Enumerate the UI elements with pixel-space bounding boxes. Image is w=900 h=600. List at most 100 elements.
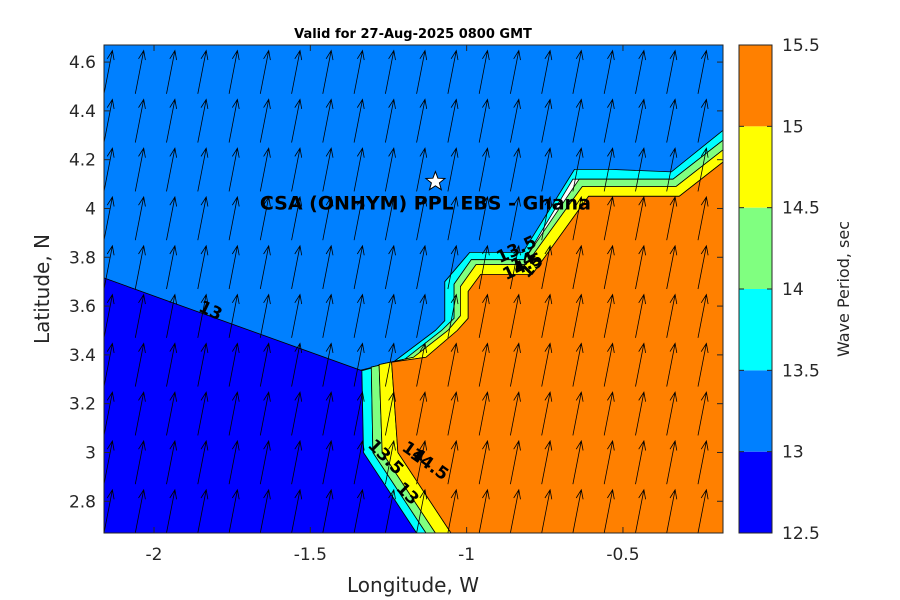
wave-vector: [603, 391, 615, 436]
wave-vector: [541, 244, 553, 290]
y-tick-label: 4: [85, 199, 96, 219]
colorbar-tick-label: 15: [782, 117, 804, 137]
wave-vector: [166, 342, 177, 387]
wave-vector: [541, 439, 553, 485]
wave-vector: [572, 342, 584, 387]
wave-vector: [416, 439, 428, 485]
y-tick-label: 2.8: [69, 492, 96, 512]
wave-vector: [166, 244, 177, 290]
wave-vector: [104, 342, 115, 387]
wave-vector: [416, 49, 428, 94]
wave-vector: [134, 488, 146, 533]
wave-vector: [291, 98, 303, 143]
y-tick-label: 3.6: [69, 297, 96, 317]
wave-vector: [197, 293, 209, 338]
wave-vector: [478, 488, 490, 533]
wave-vector: [541, 293, 553, 338]
wave-vector: [166, 49, 177, 94]
chart-title: Valid for 27-Aug-2025 0800 GMT: [294, 27, 532, 42]
wave-vector: [104, 244, 115, 290]
wave-vector: [166, 391, 177, 436]
wave-vector: [603, 244, 615, 290]
y-tick-label: 4.2: [69, 151, 96, 171]
y-tick-label: 3.8: [69, 248, 96, 268]
contour-regions: [104, 45, 723, 533]
wave-vector: [635, 488, 646, 533]
x-axis-ticks: -2 -1.5 -1 -0.5: [146, 45, 640, 565]
wave-vector: [416, 147, 428, 192]
wave-vector: [541, 147, 553, 192]
wave-vector: [572, 293, 584, 338]
wave-vector: [228, 488, 240, 533]
wave-vector: [572, 49, 584, 94]
wave-vector: [541, 488, 553, 533]
wave-vector: [447, 147, 459, 192]
wave-vector: [697, 98, 709, 143]
colorbar-tick-label: 15.5: [782, 36, 820, 56]
wave-vector: [572, 391, 584, 436]
wave-vector: [385, 195, 396, 241]
wave-vector: [322, 49, 334, 94]
wave-vector: [385, 488, 396, 533]
wave-vector: [134, 98, 146, 143]
wave-vector: [478, 244, 490, 290]
wave-vector: [635, 391, 646, 436]
wave-vector: [478, 342, 490, 387]
colorbar: 12.5 13 13.5 14 14.5 15 15.5: [738, 36, 820, 544]
wave-vector: [603, 293, 615, 338]
y-tick-label: 3.2: [69, 395, 96, 415]
wave-vector: [197, 342, 209, 387]
site-star-icon: [424, 170, 447, 191]
wave-vector: [322, 147, 334, 192]
wave-vector: [291, 342, 303, 387]
colorbar-tick-label: 14.5: [782, 199, 820, 219]
wave-vector: [291, 147, 303, 192]
wave-vector: [228, 439, 240, 485]
wave-vector: [353, 244, 365, 290]
wave-vector: [603, 342, 615, 387]
wave-vector: [134, 49, 146, 94]
wave-vector: [478, 195, 490, 241]
wave-vector: [259, 98, 271, 143]
wave-vector: [134, 342, 146, 387]
y-axis-label: Latitude, N: [30, 234, 54, 344]
wave-vector: [666, 147, 678, 192]
wave-vector: [635, 244, 646, 290]
wave-vector: [228, 342, 240, 387]
wave-vector: [385, 391, 396, 436]
wave-vector: [291, 391, 303, 436]
wave-vector: [166, 488, 177, 533]
wave-vector: [697, 195, 709, 241]
wave-vector: [510, 488, 521, 533]
y-tick-label: 3.4: [69, 346, 96, 366]
wave-vector: [385, 244, 396, 290]
wave-vector: [447, 98, 459, 143]
contour-region-2: [361, 129, 723, 533]
wave-vector: [416, 391, 428, 436]
wave-vector: [259, 293, 271, 338]
wave-vector: [259, 49, 271, 94]
colorbar-band: [739, 370, 772, 452]
wave-vector: [166, 147, 177, 192]
wave-vector: [197, 391, 209, 436]
wave-vector: [697, 488, 709, 533]
wave-vector: [322, 195, 334, 241]
wave-vector: [510, 342, 521, 387]
y-tick-label: 3: [85, 443, 96, 463]
wave-vector: [697, 293, 709, 338]
wave-vector: [259, 195, 271, 241]
wave-vector: [228, 98, 240, 143]
wave-vector: [353, 98, 365, 143]
wave-vector: [510, 49, 521, 94]
wave-vector: [197, 488, 209, 533]
wave-vector: [697, 391, 709, 436]
wave-vector: [447, 293, 459, 338]
wave-vector: [385, 98, 396, 143]
wave-vector: [447, 195, 459, 241]
wave-vector: [572, 488, 584, 533]
wave-vector: [353, 488, 365, 533]
wave-vector: [635, 98, 646, 143]
wave-vector: [134, 195, 146, 241]
wave-vector: [228, 147, 240, 192]
colorbar-band: [739, 451, 772, 533]
